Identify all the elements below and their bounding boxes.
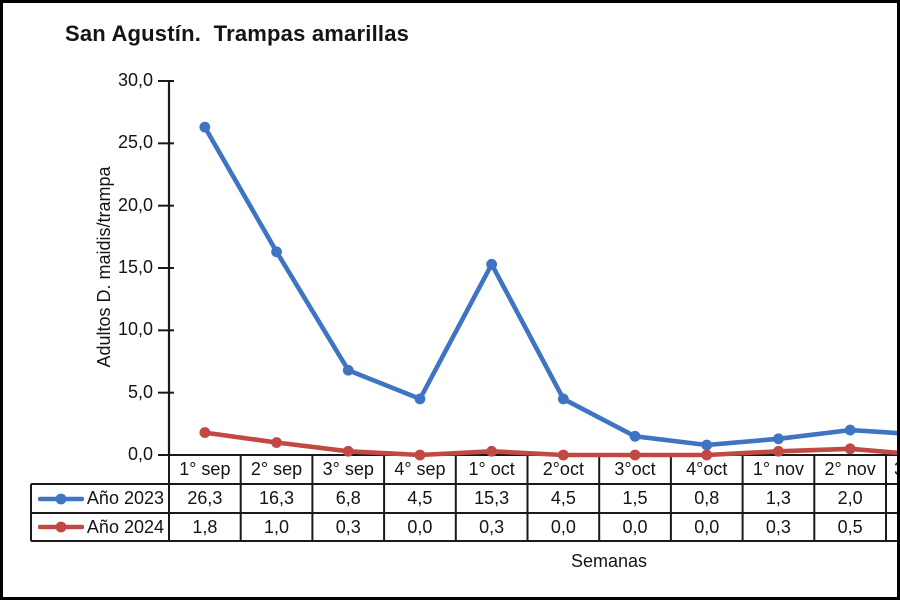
value-cell-0-0: 26,3: [187, 488, 223, 508]
x-category-header-cell: 2°oct: [542, 459, 584, 479]
x-axis-title: Semanas: [570, 551, 648, 571]
series-marker-0: [773, 433, 784, 445]
series-marker-0: [486, 258, 498, 270]
y-axis-tick-label: 0,0: [127, 444, 153, 464]
value-cell-0-5: 4,5: [550, 488, 576, 508]
y-axis-tick-label: 15,0: [117, 257, 153, 277]
value-cell-0-8: 1,3: [765, 488, 791, 508]
value-cell-1-3: 0,0: [407, 516, 433, 537]
series-marker-0: [557, 393, 569, 405]
legend-series-name: Año 2023: [86, 488, 164, 508]
series-marker-0: [199, 121, 211, 133]
x-category-header-cell: 1° nov: [752, 459, 805, 479]
series-line-0: [202, 124, 897, 448]
legend-swatch-1: [37, 521, 84, 533]
value-cell-0-9: 2,0: [837, 488, 863, 508]
value-cell-1-0: 1,8: [192, 516, 218, 537]
series-marker-0: [844, 424, 856, 436]
x-category-header-cell: 2° nov: [824, 459, 876, 479]
series-marker-0: [342, 364, 354, 376]
value-cell-1-2: 0,3: [335, 516, 361, 537]
y-axis-tick-label: 30,0: [117, 70, 153, 90]
x-category-header-cell: 4° sep: [394, 459, 446, 479]
value-cell-0-1: 16,3: [259, 488, 295, 508]
x-category-header-cell: 2° sep: [250, 459, 303, 479]
value-cell-1-4: 0,3: [479, 516, 505, 537]
x-category-header-cell: 1° oct: [468, 459, 515, 479]
x-category-header-cell: 1° sep: [179, 459, 231, 479]
value-cell-1-5: 0,0: [550, 516, 576, 537]
series-marker-1: [271, 437, 282, 448]
legend-swatch-0: [37, 493, 84, 504]
legend-cell-0: Año 2023: [31, 484, 169, 513]
series-marker-0: [414, 393, 426, 405]
series-marker-0: [701, 439, 713, 451]
chart-title: San Agustín. Trampas amarillas: [65, 21, 410, 46]
value-cell-0-4: 15,3: [474, 488, 510, 508]
value-cell-1-7: 0,0: [694, 516, 720, 537]
legend-series-name: Año 2024: [86, 516, 164, 537]
x-category-header-cell: 3°oct: [614, 459, 656, 479]
value-cell-0-3: 4,5: [407, 488, 433, 508]
y-axis-tick-label: 25,0: [117, 132, 153, 153]
y-axis-tick-label: 5,0: [127, 381, 153, 402]
series-marker-1: [199, 427, 211, 438]
value-cell-1-9: 0,5: [837, 516, 863, 537]
x-category-header-cell-partial: 3: [886, 455, 897, 484]
series-marker-0: [271, 246, 282, 258]
value-cell-0-2: 6,8: [335, 488, 361, 508]
y-axis-tick-label: 20,0: [117, 194, 153, 215]
value-cell-1-8: 0,3: [765, 516, 791, 537]
x-category-header-cell: 4°oct: [686, 459, 728, 479]
series-marker-0: [629, 430, 641, 442]
value-cell-0-6: 1,5: [622, 488, 648, 508]
value-cell-1-1: 1,0: [264, 516, 290, 537]
series-marker-1: [844, 443, 856, 455]
legend-cell-1: Año 2024: [31, 513, 169, 541]
series-line-1: [202, 430, 897, 458]
value-cell-1-6: 0,0: [622, 516, 648, 537]
y-axis-tick-label: 10,0: [117, 319, 153, 340]
x-category-header-cell: 3° sep: [322, 459, 374, 479]
value-cell-0-7: 0,8: [694, 488, 720, 508]
